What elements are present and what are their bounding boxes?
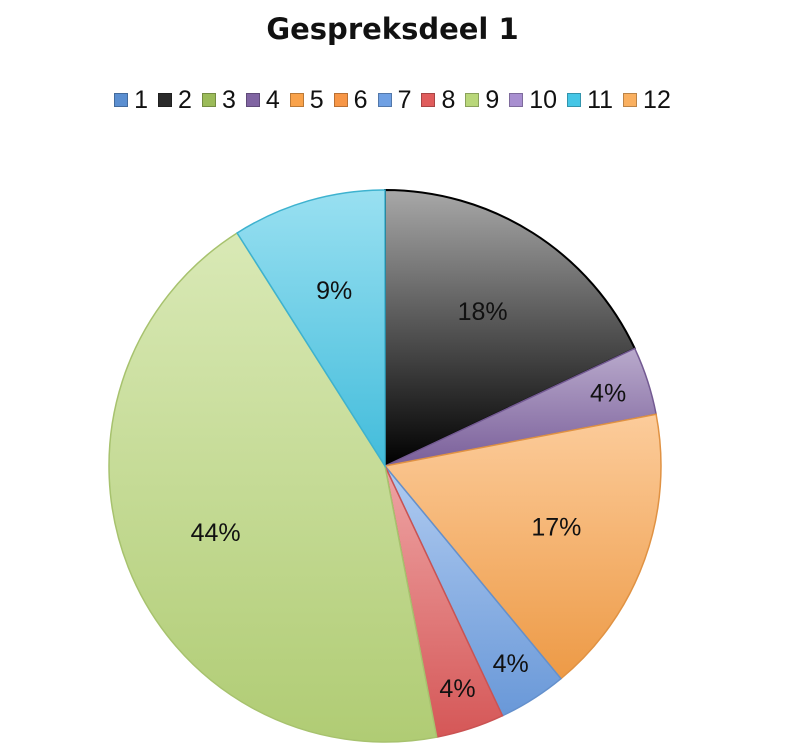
legend-swatch-12 xyxy=(623,93,638,107)
legend-item-11: 11 xyxy=(567,86,613,114)
legend-item-9: 9 xyxy=(465,86,499,114)
data-label-8: 4% xyxy=(439,675,475,703)
legend-label-7: 7 xyxy=(397,86,412,114)
pie-slice-2 xyxy=(384,188,637,468)
data-label-2: 18% xyxy=(458,298,508,326)
legend-swatch-10 xyxy=(509,93,524,107)
legend-item-4: 4 xyxy=(245,86,280,114)
legend-item-6: 6 xyxy=(333,86,368,114)
chart-title: Gespreksdeel 1 xyxy=(266,12,519,46)
data-label-7: 4% xyxy=(493,650,529,678)
legend-swatch-8 xyxy=(421,93,436,107)
legend-item-3: 3 xyxy=(201,86,236,114)
legend-label-11: 11 xyxy=(587,86,614,114)
legend: 1 2 3 4 5 6 7 8 9 10 11 12 xyxy=(0,86,785,114)
legend-label-1: 1 xyxy=(134,86,149,114)
legend-item-5: 5 xyxy=(289,86,324,114)
legend-swatch-5 xyxy=(289,93,304,107)
legend-label-9: 9 xyxy=(485,86,500,114)
data-label-11: 9% xyxy=(316,277,352,305)
legend-item-7: 7 xyxy=(377,86,412,114)
legend-swatch-7 xyxy=(377,93,392,107)
legend-label-6: 6 xyxy=(353,86,368,114)
legend-label-3: 3 xyxy=(221,86,236,114)
data-label-5: 17% xyxy=(531,514,581,542)
legend-label-8: 8 xyxy=(441,86,456,114)
legend-item-10: 10 xyxy=(509,86,557,114)
data-label-9: 44% xyxy=(191,519,241,547)
legend-item-2: 2 xyxy=(158,86,192,114)
legend-label-10: 10 xyxy=(529,86,558,114)
data-label-4: 4% xyxy=(590,380,626,408)
legend-item-1: 1 xyxy=(114,86,148,114)
legend-label-2: 2 xyxy=(178,86,192,114)
legend-swatch-11 xyxy=(567,93,582,107)
legend-item-8: 8 xyxy=(421,86,455,114)
legend-label-5: 5 xyxy=(309,86,324,114)
legend-swatch-4 xyxy=(245,93,260,107)
legend-swatch-1 xyxy=(114,93,129,107)
legend-label-4: 4 xyxy=(265,86,280,114)
pie-slice-5 xyxy=(383,413,662,680)
legend-swatch-2 xyxy=(158,93,173,107)
legend-label-12: 12 xyxy=(643,86,671,114)
legend-swatch-6 xyxy=(333,93,348,107)
pie-slice-11 xyxy=(236,189,386,469)
legend-swatch-9 xyxy=(465,93,480,107)
legend-item-12: 12 xyxy=(623,86,671,114)
pie-slice-9 xyxy=(108,231,438,743)
legend-swatch-3 xyxy=(201,93,216,107)
